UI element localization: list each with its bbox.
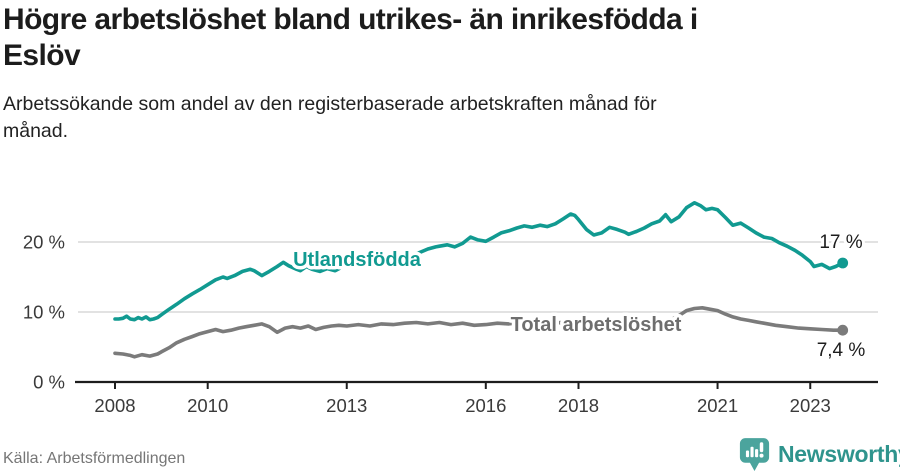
subtitle-line2: månad. (3, 120, 69, 142)
series-label-total-arbetsloshet: Total arbetslöshet (511, 314, 682, 336)
series-end-dot-total (837, 324, 849, 336)
y-tick-label-0-percent: 0 % (33, 372, 65, 393)
newsworthy-logo[interactable]: Newsworthy (739, 436, 900, 474)
series-end-dot-utlandsfodda (837, 257, 849, 269)
y-tick-label-10-percent: 10 % (23, 302, 65, 323)
x-tick-label-2023: 2023 (790, 395, 831, 416)
x-tick-label-2016: 2016 (465, 395, 506, 416)
end-value-label-7-4-percent: 7,4 % (817, 340, 866, 361)
x-tick-label-2013: 2013 (326, 395, 367, 416)
series-label-utlandsfodda: Utlandsfödda (293, 249, 422, 271)
x-tick-label-2008: 2008 (94, 395, 135, 416)
end-value-label-17-percent: 17 % (819, 232, 862, 253)
y-tick-label-20-percent: 20 % (23, 232, 65, 253)
series-line-total-arbetsloshet (113, 305, 845, 359)
source-note: Källa: Arbetsförmedlingen (3, 450, 186, 467)
newsworthy-bar-chart-bubble-icon (739, 438, 770, 471)
page-title: Högre arbetslöshet bland utrikes- än inr… (3, 2, 883, 74)
x-tick-label-2010: 2010 (187, 395, 228, 416)
series-line-utlandsfodda (113, 201, 845, 322)
newsworthy-wordmark: Newsworthy (778, 440, 900, 467)
page-title-line2: Eslöv (3, 39, 81, 72)
page-title-line1: Högre arbetslöshet bland utrikes- än inr… (3, 3, 698, 36)
subtitle: Arbetssökande som andel av den registerb… (3, 91, 848, 145)
x-tick-label-2018: 2018 (558, 395, 599, 416)
subtitle-line1: Arbetssökande som andel av den registerb… (3, 93, 657, 115)
x-tick-label-2021: 2021 (697, 395, 738, 416)
